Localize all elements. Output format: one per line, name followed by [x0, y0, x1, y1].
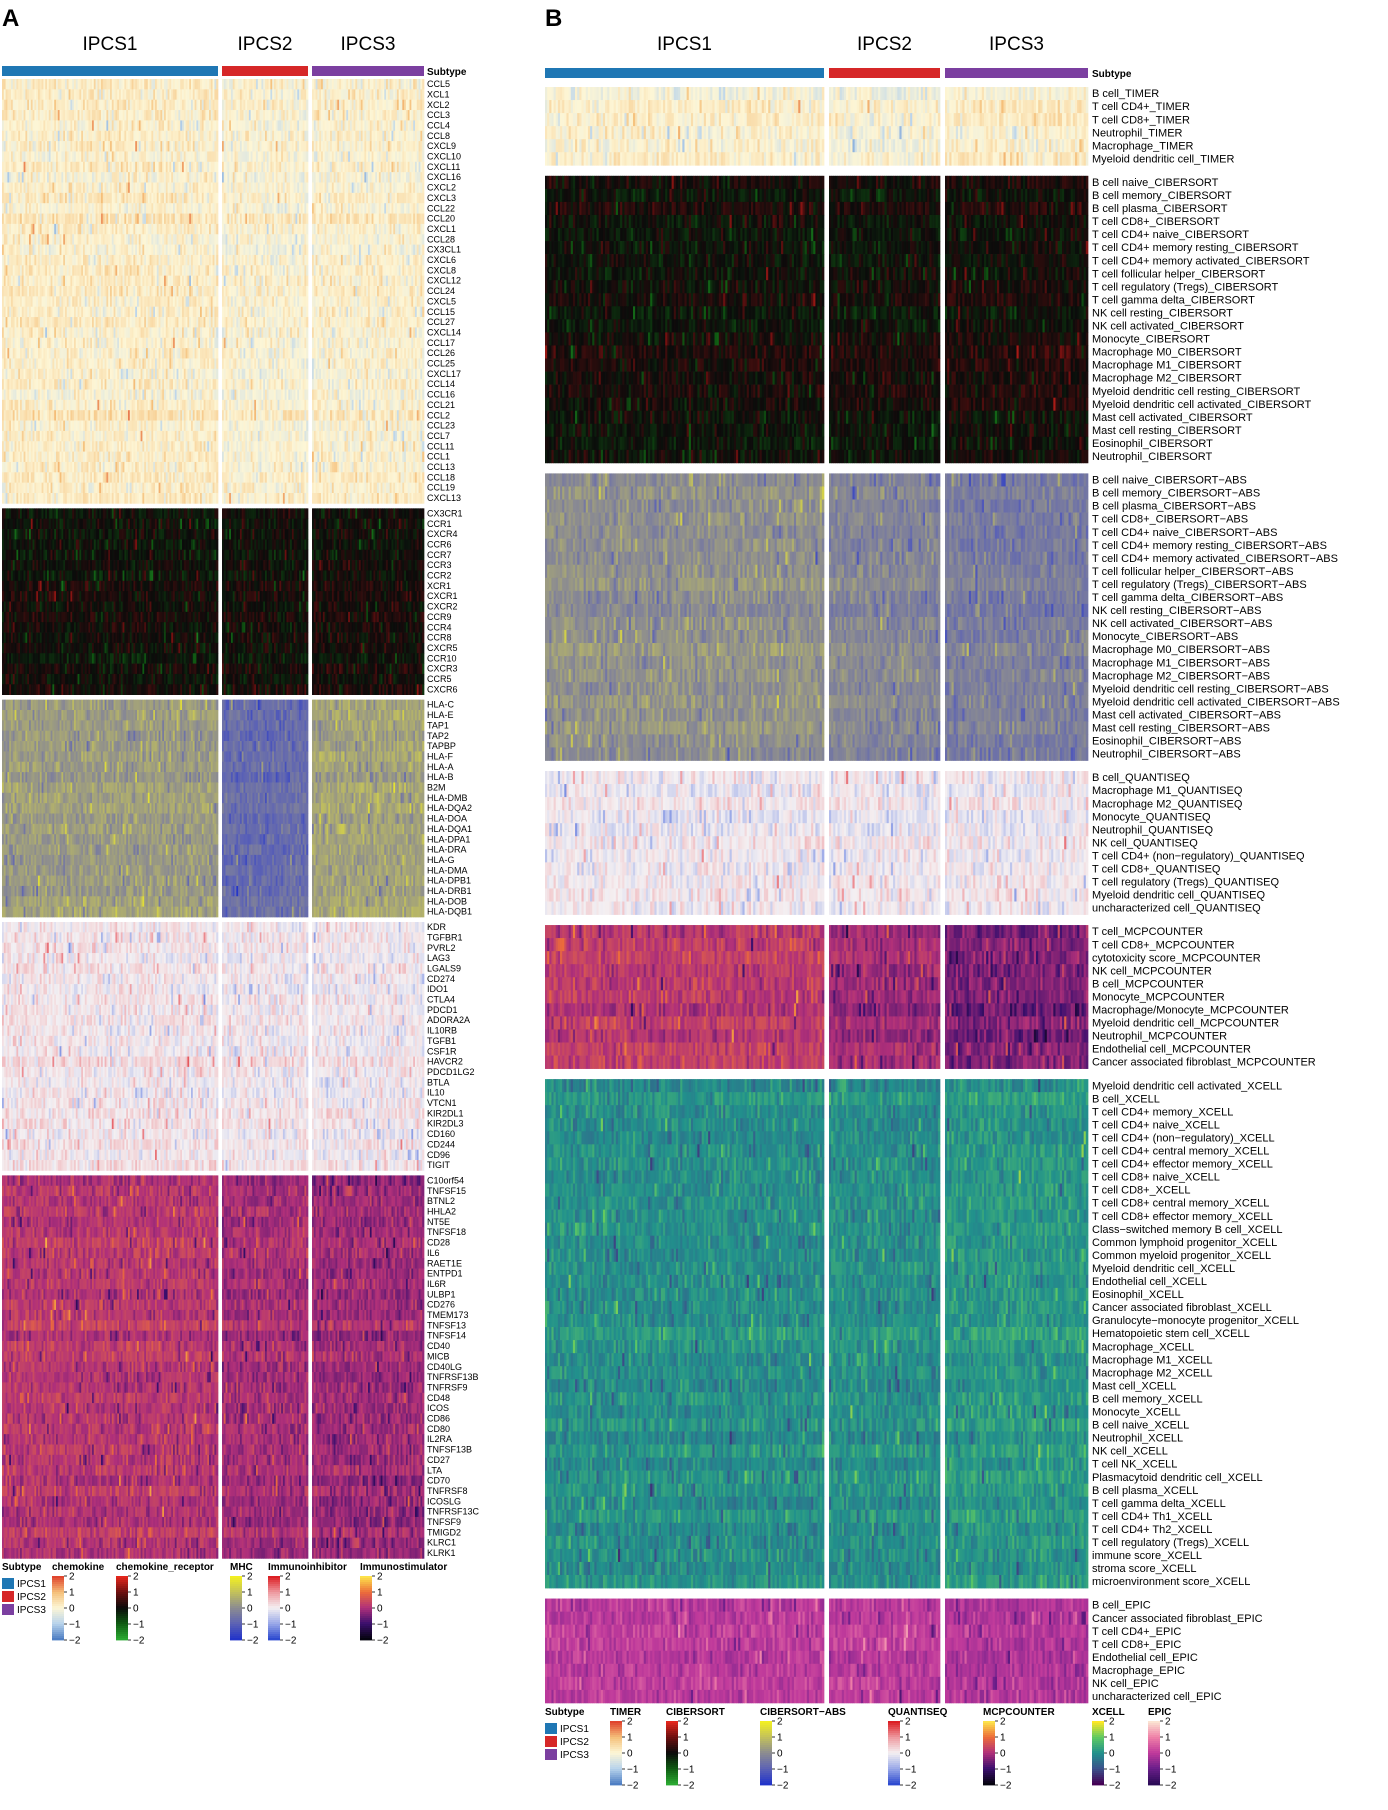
heatmap-cell: [216, 151, 218, 162]
heatmap-cell: [306, 79, 308, 90]
heatmap-cell: [216, 89, 218, 100]
heatmap-cell: [216, 141, 218, 152]
heatmap-cell: [306, 89, 308, 100]
subtype-header-ipcs2: IPCS2: [238, 34, 293, 55]
heatmap-cell: [422, 141, 424, 152]
heatmap-cell: [422, 100, 424, 111]
heatmap-cell: [216, 79, 218, 90]
heatmap-cell: [422, 79, 424, 90]
panel-label-a: A: [2, 5, 19, 32]
panel-label-b: B: [545, 5, 562, 32]
heatmap-cell: [216, 100, 218, 111]
heatmap-cell: [422, 120, 424, 131]
heatmap-cell: [422, 110, 424, 121]
panel-a: IPCS1 IPCS2 IPCS3SubtypeCCL5XCL1XCL2CCL3CC…: [2, 34, 480, 1647]
subtype-bar-ipcs3: [312, 66, 424, 76]
heatmap-cell: [216, 110, 218, 121]
subtype-annotation-label: Subtype: [427, 67, 467, 78]
heatmap-cell: [422, 151, 424, 162]
subtype-bar-ipcs2: [222, 66, 308, 76]
heatmap-cell: [422, 131, 424, 142]
heatmap-cell: [216, 120, 218, 131]
subtype-header-ipcs3: IPCS3: [341, 34, 396, 55]
heatmap-cell: [306, 131, 308, 142]
heatmap-cell: [306, 120, 308, 131]
heatmap-cell: [422, 89, 424, 100]
heatmap-cell: [216, 131, 218, 142]
heatmap-cell: [306, 110, 308, 121]
subtype-header-ipcs1: IPCS1: [83, 34, 138, 55]
subtype-bar-ipcs1: [2, 66, 218, 76]
heatmap-cell: [306, 141, 308, 152]
heatmap-cell: [306, 151, 308, 162]
heatmap-block-chemokine: [2, 79, 424, 504]
heatmap-cell: [306, 100, 308, 111]
